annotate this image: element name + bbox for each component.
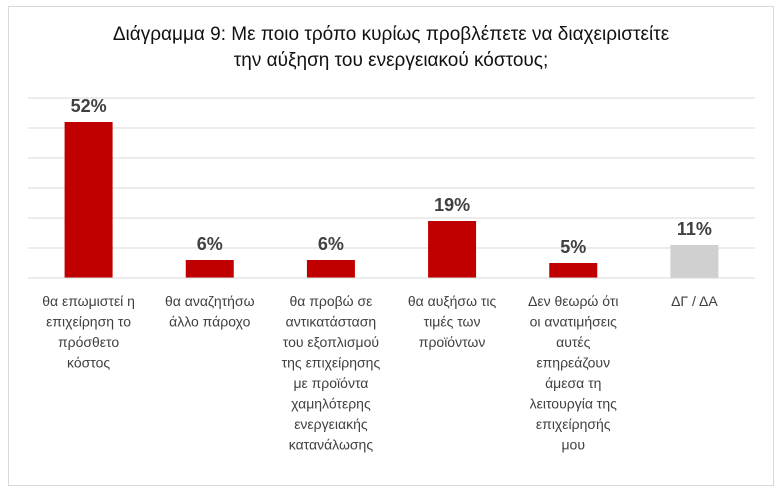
chart-frame: [8, 6, 774, 486]
data-label: 6%: [318, 234, 344, 254]
data-label: 11%: [677, 219, 712, 239]
category-label: θα αυξήσω τις τιμές των προϊόντων: [408, 293, 497, 350]
bar: [185, 260, 234, 278]
chart-title-line-1: Διάγραμμα 9: Με ποιο τρόπο κυρίως προβλέ…: [112, 24, 670, 45]
bar: [64, 122, 113, 278]
chart-title-line-2: την αύξηση του ενεργειακού κόστους;: [233, 50, 549, 71]
category-label: Δεν θεωρώ ότι οι ανατιμήσεις αυτές επηρεάζο…: [528, 293, 618, 453]
data-label: 52%: [71, 96, 107, 116]
category-label: θα αναζητήσω άλλο πάροχο: [165, 293, 255, 330]
bar: [428, 221, 477, 278]
bar: [549, 263, 598, 278]
bar: [670, 245, 719, 278]
chart-title: Διάγραμμα 9: Με ποιο τρόπο κυρίως προβλέ…: [0, 22, 782, 74]
category-label: θα επωμιστεί η επιχείρηση το πρόσθετο κόστο…: [42, 293, 135, 371]
data-label: 6%: [197, 234, 223, 254]
category-label: ΔΓ / ΔΑ: [671, 293, 718, 309]
bar: [306, 260, 355, 278]
data-label: 19%: [434, 195, 470, 215]
category-label: θα προβώ σε αντικατάσταση του εξοπλισμού τη…: [282, 293, 381, 453]
data-label: 5%: [560, 237, 586, 257]
